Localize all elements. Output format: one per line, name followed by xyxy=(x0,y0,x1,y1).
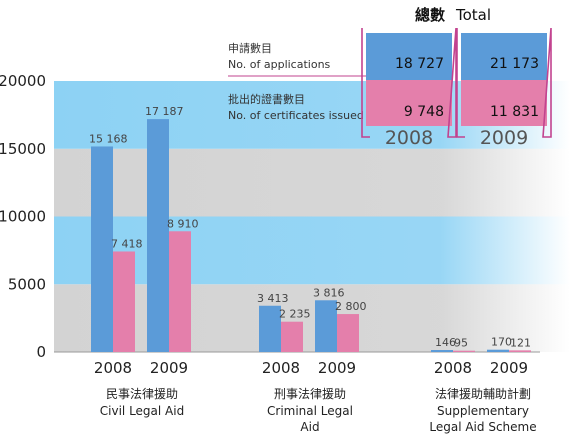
bar-certificates-2-2008 xyxy=(453,350,475,352)
bar-applications-2-2009 xyxy=(487,349,509,352)
x-year-label: 2008 xyxy=(262,359,300,377)
bar-certificates-1-2009 xyxy=(337,314,359,352)
totals-box: 總數 Total 18 727 9 748 2008 21 173 11 831 2009 xyxy=(361,6,552,149)
bar-label-certificates: 2 800 xyxy=(335,300,367,313)
bar-certificates-2-2009 xyxy=(509,350,531,352)
total-applications-cell xyxy=(366,33,452,80)
bar-applications-0-2009 xyxy=(147,119,169,352)
legend-applications-en: No. of applications xyxy=(228,58,331,71)
total-certificates-cell xyxy=(461,80,547,126)
group-label-zh: 刑事法律援助 xyxy=(274,387,346,401)
bar-applications-2-2008 xyxy=(431,350,453,352)
bar-applications-1-2009 xyxy=(315,300,337,352)
legend: 申請數目 No. of applications 批出的證書數目 No. of cer… xyxy=(228,41,368,122)
bar-label-certificates: 95 xyxy=(454,337,468,350)
y-tick-label: 10000 xyxy=(0,208,46,226)
bar-label-certificates: 8 910 xyxy=(167,217,199,230)
bar-applications-1-2008 xyxy=(259,305,281,352)
bar-certificates-0-2008 xyxy=(113,251,135,352)
group-label-zh: 法律援助輔助計劃 xyxy=(435,386,531,401)
total-bracket xyxy=(361,27,457,138)
y-tick-label: 5000 xyxy=(8,275,46,293)
bar-label-applications: 146 xyxy=(435,336,456,349)
group-label-en: Legal Aid Scheme xyxy=(429,420,536,434)
bar-label-applications: 170 xyxy=(491,336,512,349)
group-label-en: Aid xyxy=(300,420,319,434)
y-tick-label: 20000 xyxy=(0,72,46,90)
legend-applications-zh: 申請數目 xyxy=(228,41,272,55)
totals-title-en: Total xyxy=(455,6,491,24)
total-certificates-value: 11 831 xyxy=(490,104,539,120)
total-applications-cell xyxy=(461,33,547,80)
group-label-en: Civil Legal Aid xyxy=(100,404,184,418)
legend-certificates-zh: 批出的證書數目 xyxy=(228,92,305,106)
x-year-label: 2009 xyxy=(490,359,528,377)
totals-title-zh: 總數 xyxy=(415,6,445,24)
bar-label-applications: 17 187 xyxy=(145,105,184,118)
bar-label-applications: 3 816 xyxy=(313,286,345,299)
group-label-en: Supplementary xyxy=(437,404,529,418)
bar-certificates-1-2008 xyxy=(281,321,303,352)
legend-certificates-en: No. of certificates issued xyxy=(228,109,364,122)
x-year-label: 2008 xyxy=(434,359,472,377)
bar-label-applications: 15 168 xyxy=(89,132,128,145)
total-year-label: 2008 xyxy=(385,127,433,149)
total-applications-value: 18 727 xyxy=(395,56,444,72)
total-applications-value: 21 173 xyxy=(490,56,539,72)
bar-label-certificates: 2 235 xyxy=(279,308,311,321)
x-year-label: 2009 xyxy=(318,359,356,377)
group-label-en: Criminal Legal xyxy=(267,404,353,418)
y-tick-label: 0 xyxy=(36,343,46,361)
total-year-label: 2009 xyxy=(480,127,528,149)
x-year-label: 2008 xyxy=(94,359,132,377)
group-label-zh: 民事法律援助 xyxy=(106,387,178,401)
y-axis: 0 5000 10000 15000 20000 xyxy=(0,72,46,361)
band-0 xyxy=(54,284,570,352)
band-1 xyxy=(54,216,570,285)
x-year-label: 2009 xyxy=(150,359,188,377)
bar-applications-0-2008 xyxy=(91,146,113,352)
bar-certificates-0-2009 xyxy=(169,231,191,352)
total-certificates-cell xyxy=(366,80,452,126)
bar-label-certificates: 121 xyxy=(510,336,531,349)
total-bracket xyxy=(456,27,552,138)
total-certificates-value: 9 748 xyxy=(404,104,444,120)
bar-label-applications: 3 413 xyxy=(257,292,289,305)
x-axis-labels: 2008 2009 民事法律援助 Civil Legal Aid 2008 2009 刑事法… xyxy=(94,359,537,434)
band-2 xyxy=(54,148,570,217)
bar-label-certificates: 7 418 xyxy=(111,237,143,250)
y-tick-label: 15000 xyxy=(0,140,46,158)
